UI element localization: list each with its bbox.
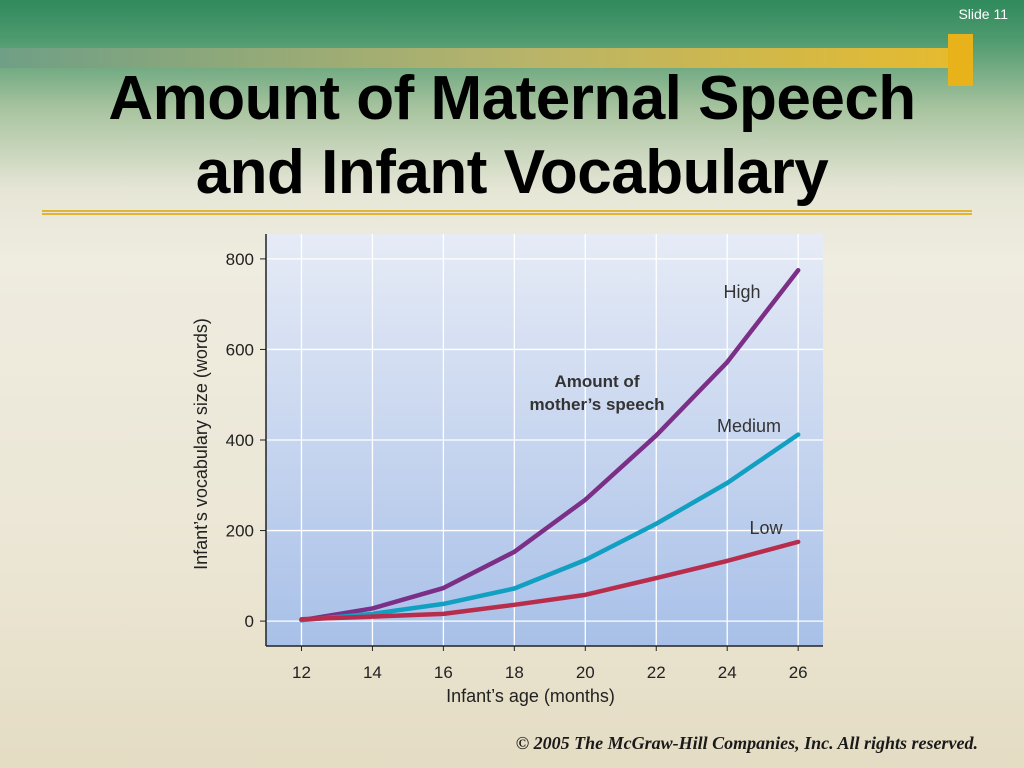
y-axis-title: Infant’s vocabulary size (words) [191,318,211,570]
x-tick-label: 26 [789,663,808,682]
series-label-medium: Medium [717,416,781,436]
x-tick-label: 18 [505,663,524,682]
title-line-2: and Infant Vocabulary [195,138,829,207]
x-tick-label: 12 [292,663,311,682]
series-line-low [299,539,801,622]
series-label-low: Low [749,518,783,538]
series-label-high: High [723,282,760,302]
series-line-medium [299,432,801,623]
y-tick-label: 400 [226,431,254,450]
y-tick-label: 0 [245,612,254,631]
x-axis-title: Infant’s age (months) [446,686,615,706]
legend-title: Amount of mother’s speech [529,372,664,414]
y-tick-label: 200 [226,522,254,541]
slide-number: Slide 11 [958,6,1008,22]
x-tick-label: 20 [576,663,595,682]
x-tick-label: 24 [718,663,737,682]
x-tick-label: 14 [363,663,382,682]
x-tick-label: 16 [434,663,453,682]
y-tick-label: 800 [226,250,254,269]
x-tick-label: 22 [647,663,666,682]
corner-accent [948,34,973,86]
title-divider [42,210,972,215]
copyright-footer: © 2005 The McGraw-Hill Companies, Inc. A… [515,733,978,753]
top-decor-band [0,48,960,68]
slide-title: Amount of Maternal Speech and Infant Voc… [0,62,1024,210]
title-line-1: Amount of Maternal Speech [108,64,916,133]
y-tick-label: 600 [226,340,254,359]
series-line-high [299,267,801,623]
